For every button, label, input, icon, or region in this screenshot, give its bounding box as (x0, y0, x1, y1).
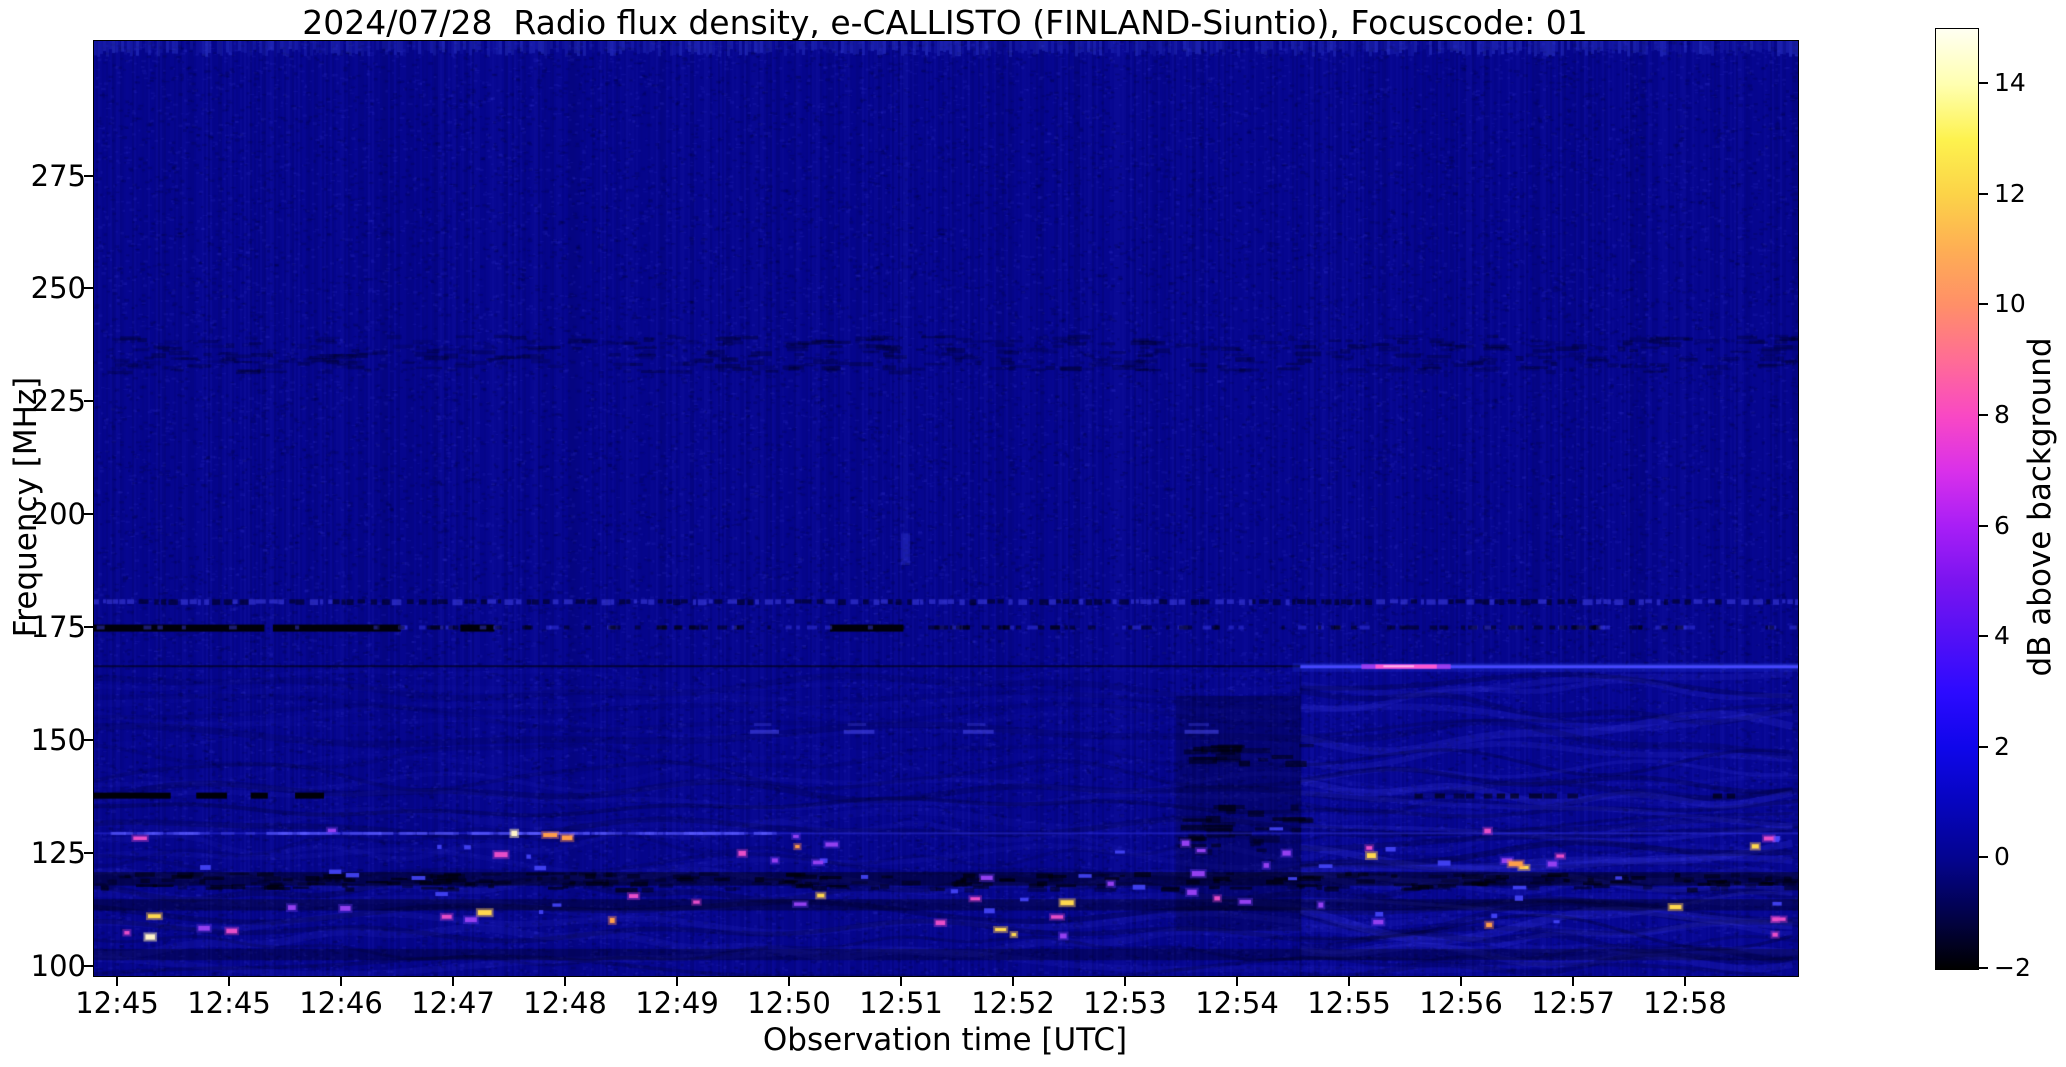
x-tick-label: 12:58 (1643, 986, 1727, 1020)
y-tick-mark (84, 287, 93, 290)
colorbar (1935, 28, 1979, 970)
x-tick-mark (900, 977, 902, 986)
x-tick-label: 12:55 (1307, 986, 1391, 1020)
x-tick-mark (116, 977, 118, 986)
x-tick-mark (452, 977, 454, 986)
x-tick-mark (1124, 977, 1126, 986)
x-tick-label: 12:52 (971, 986, 1055, 1020)
x-tick-mark (340, 977, 342, 986)
y-tick-mark (84, 513, 93, 516)
x-tick-mark (676, 977, 678, 986)
y-tick-label: 100 (30, 948, 86, 983)
colorbar-tick-mark (1979, 414, 1988, 417)
x-tick-label: 12:45 (187, 986, 271, 1020)
x-tick-mark (1684, 977, 1686, 986)
y-tick-mark (84, 626, 93, 629)
y-tick-label: 125 (30, 836, 86, 871)
y-tick-mark (84, 174, 93, 177)
x-tick-label: 12:50 (747, 986, 831, 1020)
x-tick-mark (564, 977, 566, 986)
colorbar-tick-label: 10 (1994, 289, 2026, 319)
x-tick-label: 12:51 (859, 986, 943, 1020)
y-tick-label: 225 (30, 384, 86, 419)
x-tick-label: 12:48 (523, 986, 607, 1020)
colorbar-label: dB above background (2022, 337, 2058, 677)
y-tick-mark (84, 964, 93, 967)
y-tick-mark (84, 400, 93, 403)
colorbar-tick-mark (1979, 82, 1988, 85)
colorbar-tick-mark (1979, 745, 1988, 748)
colorbar-tick-label: 0 (1994, 842, 2010, 872)
colorbar-tick-mark (1979, 967, 1988, 969)
y-tick-label: 275 (30, 158, 86, 193)
y-tick-mark (84, 852, 93, 855)
x-tick-label: 12:56 (1419, 986, 1503, 1020)
x-tick-label: 12:49 (635, 986, 719, 1020)
x-tick-mark (788, 977, 790, 986)
colorbar-tick-mark (1979, 856, 1988, 859)
y-tick-label: 200 (30, 497, 86, 532)
x-tick-label: 12:46 (299, 986, 383, 1020)
colorbar-tick-label: −2 (1994, 953, 2031, 982)
y-tick-mark (84, 739, 93, 742)
x-tick-label: 12:54 (1195, 986, 1279, 1020)
x-tick-mark (1348, 977, 1350, 986)
colorbar-tick-label: 6 (1994, 510, 2010, 540)
colorbar-tick-label: 4 (1994, 621, 2010, 651)
y-tick-label: 250 (30, 271, 86, 306)
x-tick-mark (1572, 977, 1574, 986)
colorbar-tick-mark (1979, 524, 1988, 527)
spectrogram-canvas (94, 41, 1798, 976)
y-tick-label: 150 (30, 723, 86, 758)
x-tick-mark (1460, 977, 1462, 986)
colorbar-tick-mark (1979, 303, 1988, 306)
x-tick-mark (1012, 977, 1014, 986)
x-tick-label: 12:53 (1083, 986, 1167, 1020)
x-tick-label: 12:47 (411, 986, 495, 1020)
x-axis-label: Observation time [UTC] (762, 1022, 1128, 1058)
colorbar-tick-label: 12 (1994, 178, 2026, 208)
x-tick-mark (228, 977, 230, 986)
colorbar-tick-label: 14 (1994, 68, 2026, 98)
colorbar-tick-label: 2 (1994, 731, 2010, 761)
x-tick-label: 12:57 (1531, 986, 1615, 1020)
x-tick-label: 12:45 (75, 986, 159, 1020)
chart-title: 2024/07/28 Radio flux density, e-CALLIST… (302, 3, 1588, 42)
colorbar-tick-mark (1979, 192, 1988, 195)
colorbar-tick-label: 8 (1994, 400, 2010, 430)
colorbar-tick-mark (1979, 635, 1988, 638)
y-tick-label: 175 (30, 610, 86, 645)
x-tick-mark (1236, 977, 1238, 986)
plot-area (93, 40, 1799, 977)
